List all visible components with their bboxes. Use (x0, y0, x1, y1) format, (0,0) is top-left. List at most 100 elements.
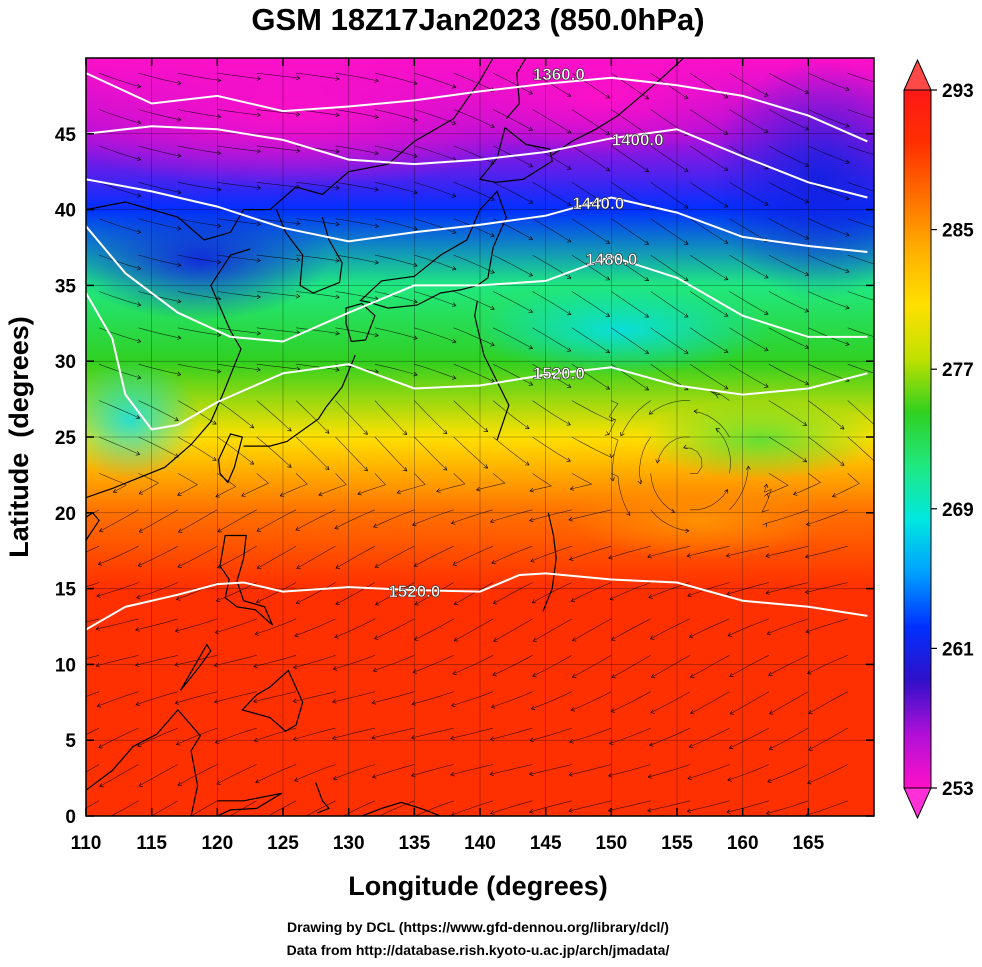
streamline (86, 691, 100, 697)
streamline-arrowhead (528, 771, 534, 777)
streamline-arrowhead (177, 80, 182, 86)
streamline (175, 691, 218, 704)
streamline-arrowhead (256, 76, 261, 81)
streamline-arrowhead (804, 89, 810, 95)
streamline-arrowhead (886, 375, 890, 379)
streamline (98, 727, 139, 748)
streamline-arrowhead (804, 308, 810, 313)
streamline-arrowhead (136, 265, 142, 271)
streamline (138, 291, 181, 303)
streamline (229, 800, 257, 816)
streamline-arrowhead (212, 420, 217, 425)
streamline (571, 72, 610, 99)
streamline-arrowhead (727, 777, 732, 782)
x-tick-label: 140 (464, 833, 496, 854)
streamline-arrowhead (95, 626, 101, 631)
streamline (357, 473, 387, 495)
streamline-arrowhead (174, 417, 179, 422)
streamline (177, 764, 218, 786)
streamline-arrowhead (363, 466, 368, 472)
streamline (650, 291, 689, 318)
streamline-arrowhead (878, 428, 882, 432)
streamline (493, 582, 533, 604)
streamline-arrowhead (177, 781, 182, 786)
streamline-arrowhead (112, 488, 118, 493)
streamline-arrowhead (605, 349, 611, 353)
streamline (806, 800, 848, 816)
streamline-arrowhead (566, 347, 572, 352)
streamline (98, 182, 141, 197)
streamline-arrowhead (644, 349, 650, 354)
y-tick-label: 5 (65, 731, 76, 752)
streamline (650, 618, 691, 640)
magenta-cold-core-east (440, 58, 760, 155)
streamline (847, 291, 874, 301)
y-tick-label: 45 (55, 125, 77, 146)
streamline (620, 400, 651, 437)
streamline (374, 618, 415, 640)
streamline-arrowhead (136, 229, 142, 234)
streamline-arrowhead (374, 332, 379, 338)
streamline (570, 582, 612, 602)
streamline (571, 254, 610, 281)
streamline-arrowhead (374, 150, 379, 156)
streamline (847, 145, 874, 156)
streamline-arrowhead (764, 347, 769, 352)
streamline (342, 800, 376, 816)
streamline (768, 254, 809, 276)
streamline (492, 291, 533, 313)
streamline-arrowhead (414, 601, 419, 606)
streamline-arrowhead (451, 338, 457, 344)
streamline-arrowhead (610, 708, 616, 713)
streamline-arrowhead (637, 479, 642, 485)
borneo-north (86, 708, 202, 816)
streamline (294, 764, 336, 782)
streamline-arrowhead (529, 487, 534, 493)
streamline-arrowhead (216, 296, 222, 301)
streamline (808, 436, 845, 466)
streamline-arrowhead (57, 626, 61, 630)
streamline-arrowhead (253, 737, 259, 743)
streamline (96, 655, 139, 667)
streamline-arrowhead (845, 232, 850, 237)
streamline-arrowhead (765, 553, 770, 558)
streamline (729, 691, 770, 715)
streamline-arrowhead (254, 631, 259, 636)
streamline (532, 218, 572, 243)
streamline (611, 327, 649, 354)
streamline-arrowhead (609, 453, 615, 459)
streamline-arrowhead (605, 312, 611, 317)
streamline-arrowhead (605, 276, 611, 281)
streamline (650, 72, 689, 99)
streamline-arrowhead (605, 239, 611, 244)
streamline (570, 691, 612, 711)
streamline-arrowhead (241, 492, 246, 497)
streamline-arrowhead (450, 771, 455, 777)
streamline-arrowhead (530, 705, 536, 711)
streamline-arrowhead (335, 330, 340, 336)
chart-title: GSM 18Z17Jan2023 (850.0hPa) (251, 2, 704, 37)
streamline (766, 800, 809, 814)
streamline (138, 218, 181, 230)
streamline-arrowhead (335, 76, 340, 81)
streamline-arrowhead (215, 493, 220, 498)
streamline (374, 436, 408, 472)
streamline (611, 145, 649, 172)
streamline-arrowhead (451, 302, 457, 307)
streamline (532, 327, 572, 352)
streamline-arrowhead (492, 671, 497, 677)
streamline-arrowhead (216, 114, 222, 119)
streamline (374, 218, 418, 230)
streamline-arrowhead (723, 312, 729, 317)
streamline-arrowhead (325, 429, 330, 434)
streamline (414, 582, 454, 606)
streamline (611, 291, 649, 318)
streamline-arrowhead (98, 744, 103, 749)
streamline (295, 509, 336, 531)
streamline-arrowhead (177, 528, 183, 533)
streamline-arrowhead (763, 483, 769, 489)
contour-line (86, 225, 868, 343)
streamline-arrowhead (687, 775, 692, 781)
streamline (808, 691, 848, 714)
streamline (765, 545, 809, 557)
